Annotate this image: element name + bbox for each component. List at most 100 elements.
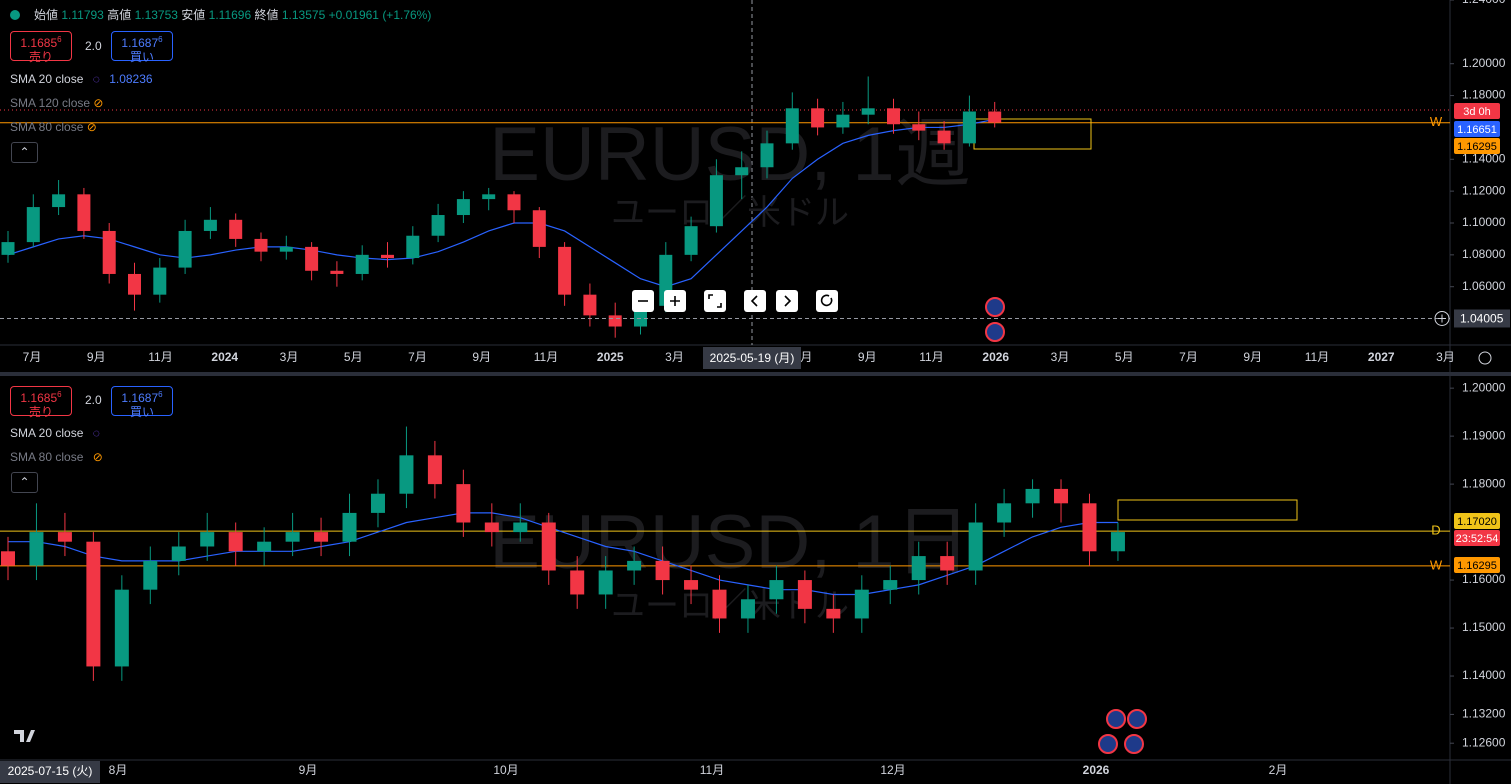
event-icon[interactable] (1127, 709, 1147, 729)
add-alert-plus (1438, 314, 1446, 323)
price-tag (1454, 103, 1500, 119)
label: 売り (28, 50, 53, 64)
spread: 2.0 (85, 393, 102, 407)
x-tick-label: 3月 (280, 350, 299, 364)
y-tick-label: 1.13200 (1462, 707, 1506, 721)
collapse-button[interactable]: ⌃ (11, 142, 38, 163)
event-icon[interactable] (1106, 709, 1126, 729)
indicator[interactable]: SMA 120 close ⊘ (10, 96, 104, 110)
nav-icon (750, 295, 758, 307)
crosshair-date: 2025-07-15 (火) (8, 764, 93, 778)
candle-body (997, 503, 1012, 523)
price: 1.1687 (121, 391, 159, 405)
tv-logo (14, 730, 35, 742)
y-tick-label: 1.16000 (1462, 572, 1506, 586)
value: 1.11696 (208, 8, 252, 22)
candle-body (431, 215, 445, 236)
price-sup: 6 (158, 35, 163, 44)
price: 1.1685 (20, 36, 58, 50)
nav-button[interactable] (776, 290, 798, 312)
add-alert[interactable] (1434, 310, 1450, 326)
x-tick-label: 11月 (919, 350, 943, 364)
candle-body (285, 532, 300, 542)
settings-icon[interactable] (1478, 351, 1492, 365)
sell-button[interactable]: 1.16856 売り (10, 386, 72, 419)
candle-body (114, 589, 129, 667)
event-icon[interactable] (1124, 734, 1144, 754)
candle-body (1082, 503, 1097, 552)
candle-body (769, 580, 784, 600)
y-tick-label: 1.14000 (1462, 151, 1506, 165)
crosshair-date-tag (0, 761, 100, 783)
level-letter: D (1431, 523, 1440, 538)
price-tag (1454, 121, 1500, 137)
candle-body (484, 522, 499, 533)
value: 1.13575 (281, 8, 326, 22)
y-tick-label: 1.06000 (1462, 279, 1506, 293)
y-tick-label: 1.15000 (1462, 620, 1506, 634)
price-tag (1454, 530, 1500, 546)
y-tick-label: 1.18000 (1462, 88, 1506, 102)
zone (973, 118, 1092, 150)
buy-button[interactable]: 1.16876 買い (111, 31, 173, 64)
indicator[interactable]: SMA 80 close ⊘ (10, 120, 97, 134)
price-tag-label: 3d 0h (1463, 106, 1491, 118)
x-tick-label: 2025 (597, 350, 624, 364)
y-tick-label: 1.24000 (1462, 0, 1506, 6)
x-tick-label: 3月 (1436, 350, 1455, 364)
y-tick-label: 1.19000 (1462, 428, 1506, 442)
nav-icon (670, 296, 680, 306)
x-tick-label: 7月 (408, 350, 427, 364)
candle-body (399, 455, 414, 494)
candle-body (178, 230, 192, 268)
candle-body (608, 315, 622, 327)
watermark: EURUSD, 1日 (489, 500, 970, 585)
y-tick-label: 1.20000 (1462, 56, 1506, 70)
nav-button[interactable] (704, 290, 726, 312)
watermark-sub: ユーロ／米ドル (611, 194, 849, 232)
sma-line (8, 512, 1118, 596)
candle-body (627, 560, 642, 571)
indicator-name: SMA 20 close (10, 72, 84, 86)
price-tag-label: 1.16295 (1457, 141, 1497, 153)
event-icon[interactable] (1098, 734, 1118, 754)
indicator[interactable]: SMA 20 close ◌ (10, 426, 100, 440)
price-tag (1454, 557, 1500, 573)
x-tick-label: 2027 (1368, 350, 1395, 364)
pane-divider (0, 372, 1511, 376)
x-tick-label: 12月 (880, 763, 905, 777)
watermark: EURUSD, 1週 (489, 112, 970, 197)
candle-body (86, 541, 101, 667)
candle-body (826, 608, 841, 619)
indicator-name: SMA 120 close (10, 96, 91, 110)
candle-body (102, 230, 116, 274)
candle-body (228, 532, 243, 552)
candle-body (962, 111, 976, 144)
candle-body (1, 551, 15, 566)
price-sup: 6 (57, 35, 62, 44)
indicator[interactable]: SMA 20 close ◌ 1.08236 (10, 72, 153, 86)
level-letter: W (1430, 114, 1443, 129)
x-tick-label: 11月 (700, 763, 724, 777)
candle-body (279, 246, 293, 252)
buy-button[interactable]: 1.16876 買い (111, 386, 173, 419)
sell-button[interactable]: 1.16856 売り (10, 31, 72, 64)
label: 始値 (34, 8, 59, 22)
indicator[interactable]: SMA 80 close ⊘ (10, 450, 103, 464)
x-tick-label: 8月 (109, 763, 128, 777)
price-tag-label: 1.16295 (1457, 560, 1497, 572)
event-icon[interactable] (985, 322, 1005, 342)
y-tick-label: 1.20000 (1462, 380, 1506, 394)
event-icon[interactable] (985, 297, 1005, 317)
candle-body (583, 294, 597, 316)
candle-body (1054, 488, 1069, 504)
candle-body (456, 484, 471, 523)
collapse-button[interactable]: ⌃ (11, 472, 38, 493)
nav-button[interactable] (744, 290, 766, 312)
candle-body (153, 267, 167, 295)
nav-button[interactable] (816, 290, 838, 312)
candle-body (988, 111, 1002, 123)
x-tick-label: 11月 (148, 350, 172, 364)
level-letter: W (1430, 557, 1443, 572)
